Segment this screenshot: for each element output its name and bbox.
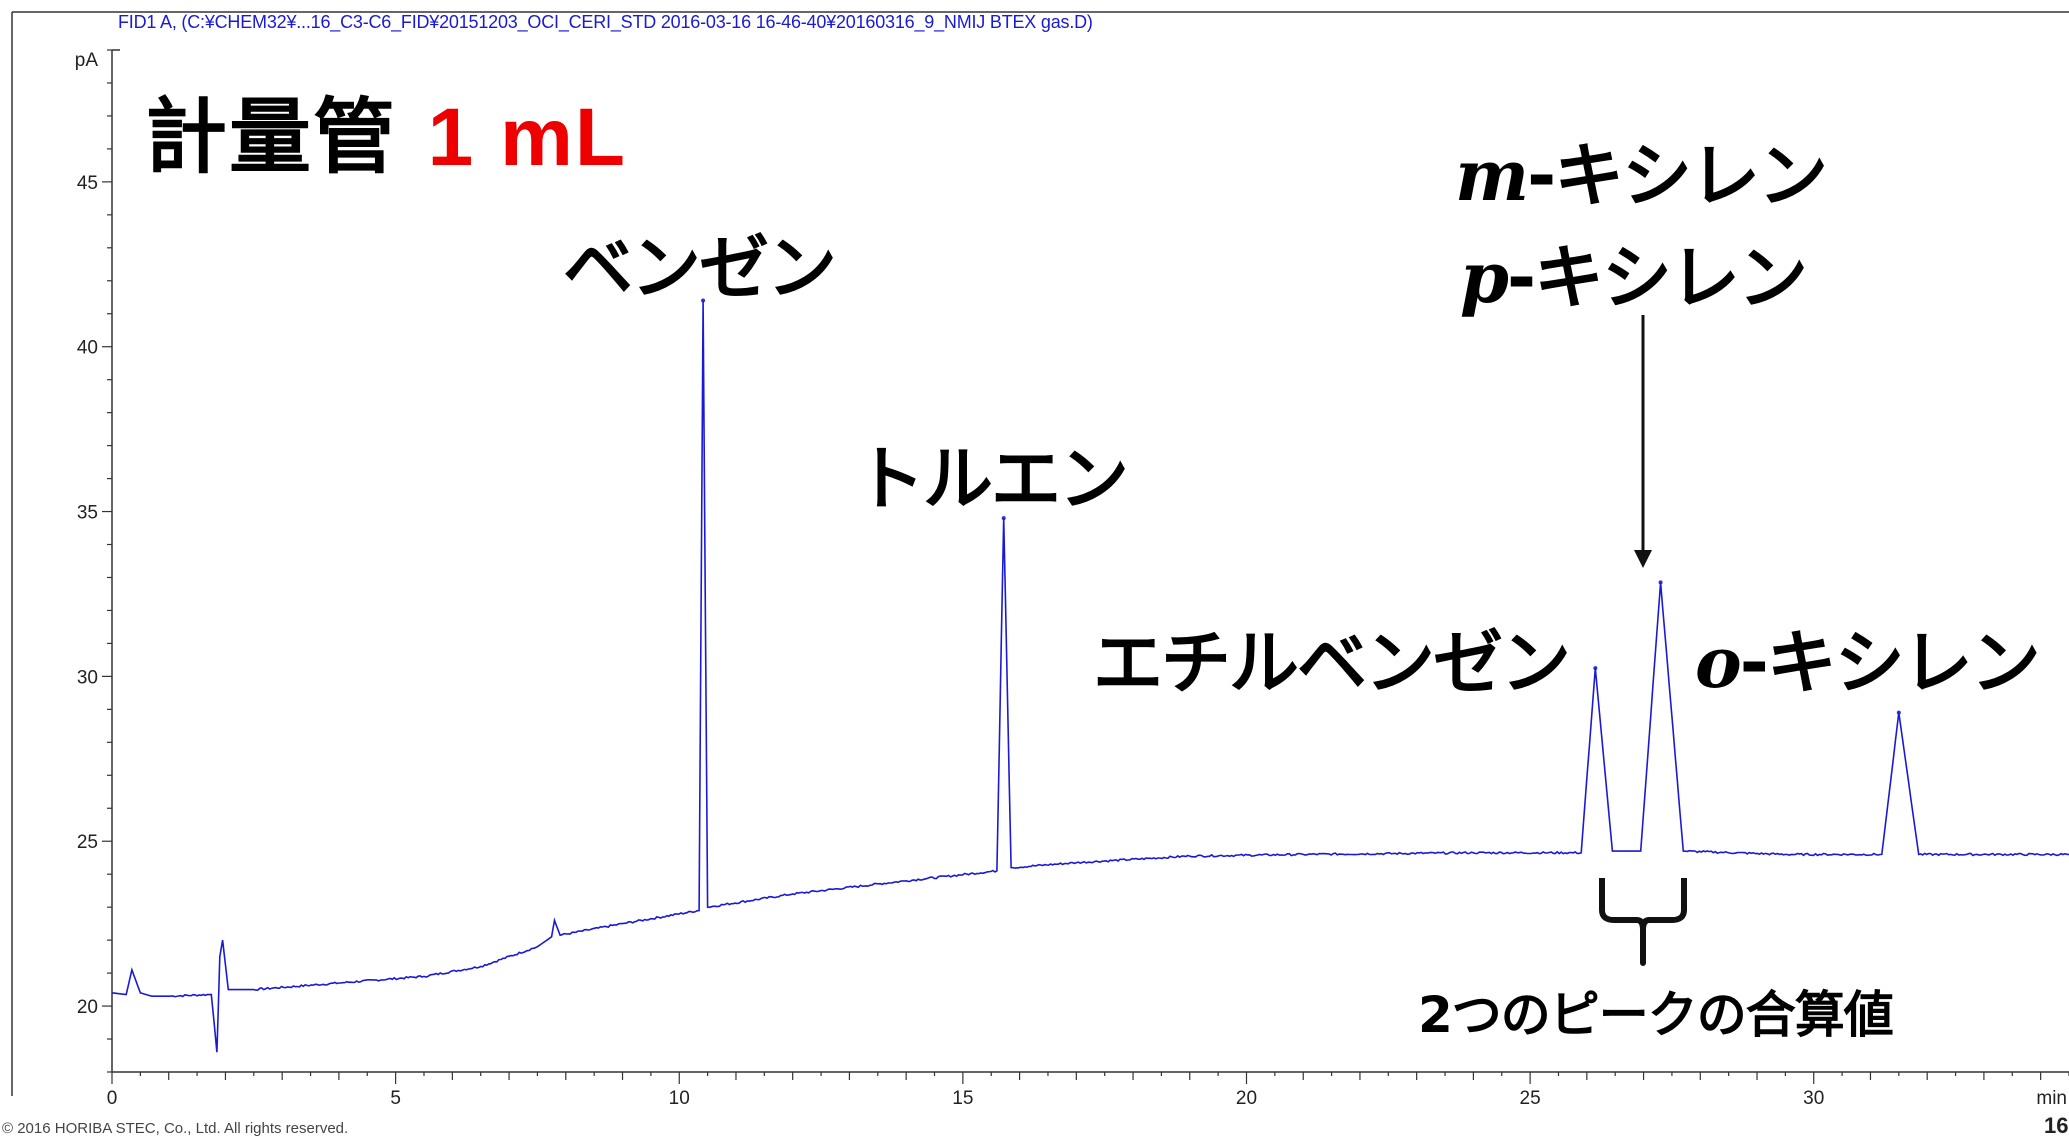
o-xylene-suffix: ‐キシレン: [1739, 622, 2041, 704]
m-xylene-suffix: ‐キシレン: [1527, 135, 1828, 217]
p-xylene-suffix: ‐キシレン: [1506, 237, 1808, 319]
copyright-footer: © 2016 HORIBA STEC, Co., Ltd. All rights…: [2, 1120, 349, 1137]
peak-apex: [701, 298, 706, 303]
p-prefix: p: [1460, 236, 1509, 319]
p-xylene-label: p‐キシレン: [1460, 222, 1808, 323]
y-tick-label: 25: [77, 832, 98, 853]
x-tick-label: 25: [1520, 1088, 1541, 1109]
combined-peak-note: 2つのピークの合算値: [1418, 986, 1894, 1044]
y-tick-label: 30: [77, 667, 98, 688]
chromatogram-file-header: FID1 A, (C:¥CHEM32¥...16_C3-C6_FID¥20151…: [118, 12, 1093, 32]
sample-loop-volume: 1 mL: [427, 92, 627, 183]
arrow-head: [1634, 550, 1652, 568]
o-xylene-label: o‐キシレン: [1695, 607, 2041, 708]
x-tick-label: 10: [669, 1088, 690, 1109]
peak-apex: [1001, 516, 1006, 521]
chromatogram-trace: [111, 300, 2069, 1053]
peak-apex: [1658, 580, 1663, 585]
o-prefix: o: [1695, 621, 1742, 704]
y-tick-label: 40: [77, 338, 98, 359]
x-tick-label: 15: [952, 1088, 973, 1109]
y-tick-label: 45: [77, 173, 98, 194]
benzene-label: ベンゼン: [563, 227, 837, 309]
y-tick-label: 35: [77, 503, 98, 524]
peak-apex: [1896, 710, 1901, 715]
x-tick-label: 30: [1803, 1088, 1824, 1109]
x-tick-label: 5: [390, 1088, 401, 1109]
x-axis-label: min: [2036, 1088, 2067, 1109]
page-number: 16: [2044, 1113, 2069, 1138]
peak-apex: [1593, 666, 1598, 671]
x-tick-label: 20: [1236, 1088, 1257, 1109]
m-prefix: m: [1455, 134, 1529, 217]
x-tick-label: 0: [107, 1088, 118, 1109]
sample-loop-label: 計量管: [145, 90, 398, 185]
m-xylene-label: m‐キシレン: [1455, 120, 1828, 221]
y-tick-label: 20: [77, 997, 98, 1018]
ethylbenzene-label: エチルベンゼン: [1093, 622, 1571, 704]
y-axis-label: pA: [75, 50, 99, 71]
summation-brace: [1599, 878, 1687, 966]
sample-loop-title: 計量管 1 mL: [145, 70, 627, 189]
toluene-label: トルエン: [855, 438, 1129, 520]
